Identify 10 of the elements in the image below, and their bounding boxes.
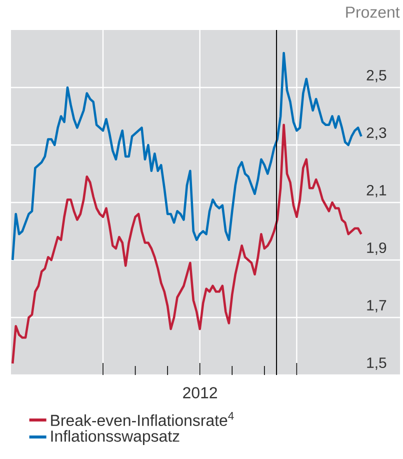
- legend-label: Inflationsswapsatz: [51, 430, 180, 445]
- y-tick-label: 1,7: [367, 300, 386, 312]
- y-tick-label: 2,5: [366, 70, 386, 82]
- y-tick-label: 1,9: [367, 242, 386, 255]
- y-axis-title: Prozent: [346, 6, 400, 18]
- y-tick-label: 2,1: [366, 184, 386, 198]
- y-tick-label: 1,5: [367, 358, 386, 370]
- x-axis-title: 2012: [183, 387, 217, 398]
- legend-label: Break-even-Inflationsrate$^{4}$: [51, 412, 234, 426]
- y-tick-label: 2,3: [366, 127, 386, 140]
